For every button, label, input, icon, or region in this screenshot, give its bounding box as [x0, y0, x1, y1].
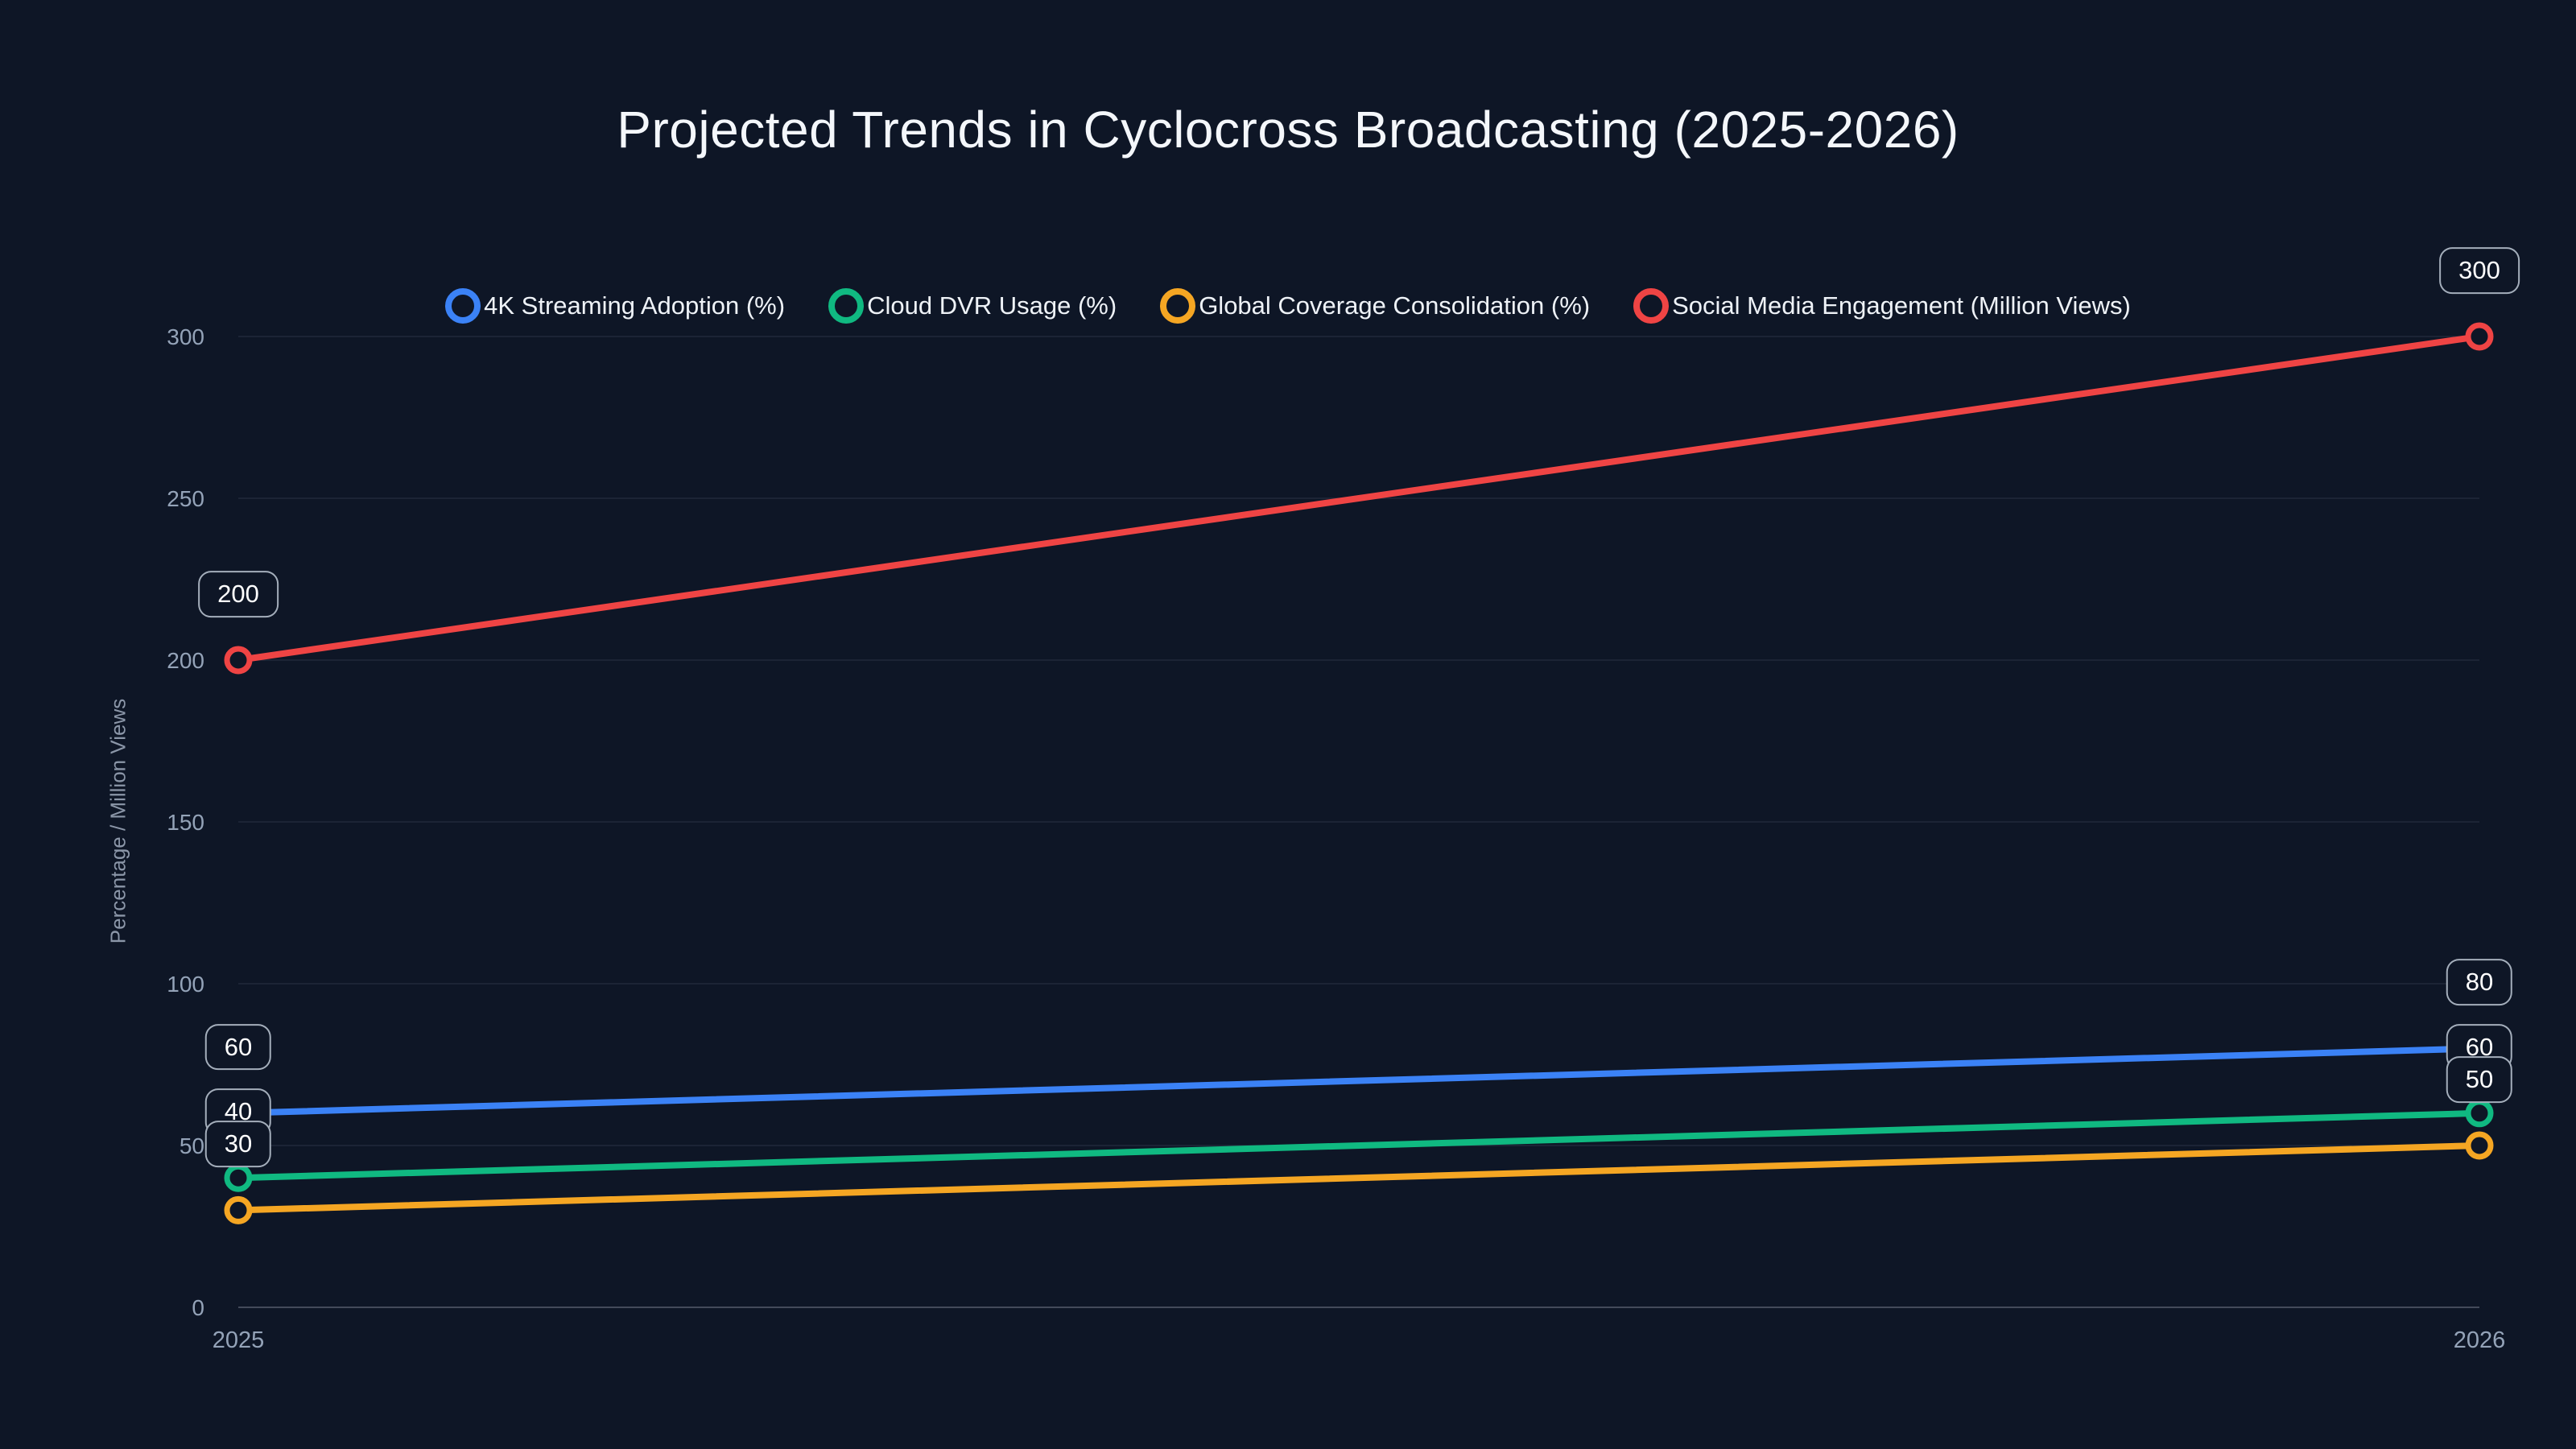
series-line	[235, 1109, 2483, 1182]
x-tick-label: 2026	[2454, 1327, 2506, 1353]
legend-item[interactable]: Social Media Engagement (Million Views)	[1633, 288, 2131, 324]
legend-item-label: 4K Streaming Adoption (%)	[484, 291, 786, 320]
y-tick-label: 100	[167, 972, 204, 997]
series-line	[235, 333, 2483, 663]
data-point	[224, 646, 253, 675]
data-point	[224, 1163, 253, 1192]
chart-title: Projected Trends in Cyclocross Broadcast…	[617, 101, 1959, 159]
data-point	[224, 1099, 253, 1128]
legend-marker-icon	[1160, 288, 1196, 324]
legend-marker-icon	[1633, 288, 1670, 324]
legend-marker-icon	[828, 288, 865, 324]
legend-item-label: Global Coverage Consolidation (%)	[1199, 291, 1591, 320]
legend-item[interactable]: Global Coverage Consolidation (%)	[1160, 288, 1590, 324]
series-line	[235, 1045, 2483, 1117]
legend-item[interactable]: Cloud DVR Usage (%)	[828, 288, 1117, 324]
legend-item-label: Social Media Engagement (Million Views)	[1672, 291, 2131, 320]
legend-marker-icon	[445, 288, 481, 324]
y-tick-label: 200	[167, 648, 204, 673]
y-tick-label: 150	[167, 810, 204, 835]
legend-item[interactable]: 4K Streaming Adoption (%)	[445, 288, 785, 324]
legend: 4K Streaming Adoption (%) Cloud DVR Usage…	[0, 288, 2576, 324]
y-tick-label: 0	[192, 1295, 204, 1320]
series-line	[235, 1142, 2483, 1214]
data-point	[224, 1195, 253, 1224]
y-axis-title: Percentage / Million Views	[105, 698, 130, 944]
y-tick-label: 300	[167, 324, 204, 349]
data-point	[2465, 322, 2494, 351]
y-tick-label: 50	[180, 1133, 204, 1158]
data-point	[2465, 1099, 2494, 1128]
x-tick-label: 2025	[213, 1327, 265, 1353]
legend-item-label: Cloud DVR Usage (%)	[867, 291, 1117, 320]
y-tick-label: 250	[167, 486, 204, 511]
data-point	[2465, 1131, 2494, 1160]
data-point	[2465, 1034, 2494, 1063]
